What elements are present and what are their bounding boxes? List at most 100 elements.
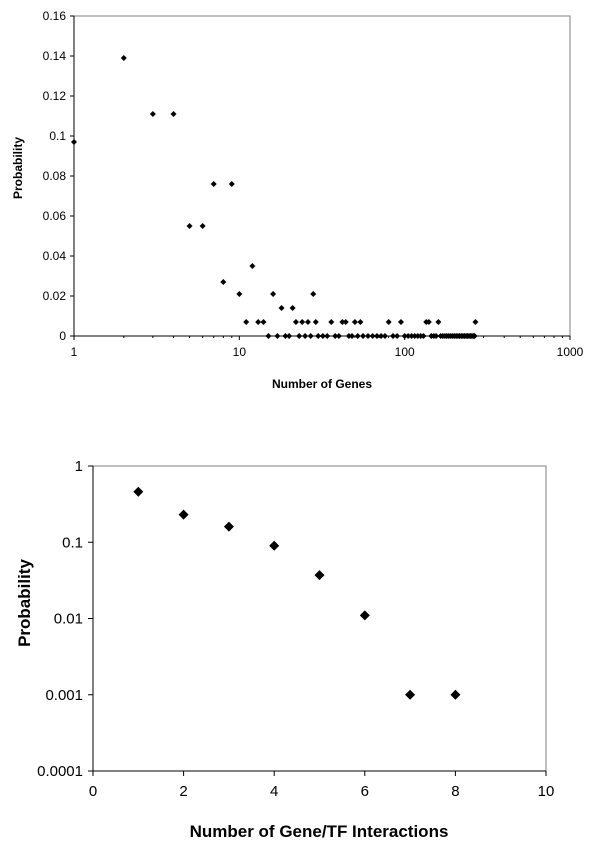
c1-data-point (339, 319, 346, 325)
c1-y-tick-label: 0.08 (43, 169, 67, 183)
c2-x-axis-label: Number of Gene/TF Interactions (190, 822, 449, 841)
c1-data-point (351, 319, 358, 325)
c1-data-point (373, 333, 380, 339)
c1-x-tick-label: 10 (233, 345, 247, 359)
c1-plot-frame (73, 15, 571, 337)
c1-data-point (328, 319, 335, 325)
c1-x-axis-label: Number of Genes (272, 377, 372, 391)
c1-x-tick-label: 1000 (557, 345, 584, 359)
c2-y-tick-label: 0.001 (45, 687, 83, 704)
c1-y-tick-label: 0.1 (49, 129, 66, 143)
c2-data-point (133, 486, 144, 497)
c1-data-point (312, 319, 319, 325)
c1-data-point (345, 333, 352, 339)
c1-data-point (342, 319, 349, 325)
c1-data-point (435, 319, 442, 325)
c2-data-point (359, 610, 370, 621)
c1-data-point (354, 333, 361, 339)
c1-data-point (260, 319, 267, 325)
c1-data-point (360, 333, 367, 339)
c1-data-point (364, 333, 371, 339)
c1-data-point (236, 291, 243, 297)
c2-x-tick-label: 2 (179, 783, 187, 800)
c2-data-point (405, 689, 416, 700)
c1-data-point (210, 181, 217, 187)
c1-data-point (357, 319, 364, 325)
c1-data-point (405, 333, 412, 339)
c1-data-point (265, 333, 272, 339)
c1-data-point (381, 333, 388, 339)
c2-x-tick-label: 10 (538, 783, 555, 800)
c1-y-axis-label: Probability (11, 137, 25, 199)
c1-data-point (302, 333, 309, 339)
c1-data-point (249, 263, 256, 269)
c2-y-tick-label: 0.0001 (37, 763, 83, 780)
c1-data-point (282, 333, 289, 339)
c1-data-point (408, 333, 415, 339)
c1-data-point (310, 291, 317, 297)
c1-data-point (186, 223, 193, 229)
c1-data-point (274, 333, 281, 339)
c1-data-point (397, 319, 404, 325)
c1-data-point (369, 333, 376, 339)
c1-data-point (292, 319, 299, 325)
c1-data-point (255, 319, 262, 325)
c2-y-axis-label: Probability (15, 559, 34, 647)
c1-data-point (278, 305, 285, 311)
c1-x-tick-label: 100 (395, 345, 415, 359)
c2-x-tick-label: 0 (89, 783, 97, 800)
c1-data-point (411, 333, 418, 339)
c1-data-point (401, 333, 408, 339)
c1-data-point (385, 319, 392, 325)
c1-data-point (319, 333, 326, 339)
c1-data-point (289, 305, 296, 311)
c1-data-point (315, 333, 322, 339)
c1-y-tick-label: 0.14 (43, 49, 67, 63)
c1-data-point (270, 291, 277, 297)
c1-data-point (324, 333, 331, 339)
c2-data-point (269, 540, 280, 551)
c2-x-tick-label: 6 (361, 783, 369, 800)
c1-data-point (378, 333, 385, 339)
c2-data-point (178, 509, 189, 520)
c1-data-point (296, 333, 303, 339)
c1-data-point (332, 333, 339, 339)
c1-data-point (348, 333, 355, 339)
c1-data-point (425, 319, 432, 325)
c2-data-point (314, 570, 325, 581)
c2-data-point (450, 689, 461, 700)
c1-x-tick-label: 1 (71, 345, 78, 359)
c1-data-point (472, 319, 479, 325)
c1-data-point (304, 319, 311, 325)
c2-y-tick-label: 1 (75, 458, 83, 475)
c1-data-point (389, 333, 396, 339)
c2-x-tick-label: 4 (270, 783, 278, 800)
c1-data-point (286, 333, 293, 339)
chart-top: 0 0.02 0.04 0.06 0.08 0.1 0.12 0.14 0.16 1 10 100 10… (11, 9, 584, 391)
c1-y-tick-label: 0.06 (43, 209, 67, 223)
c2-y-tick-label: 0.01 (54, 611, 83, 628)
c1-data-point (220, 279, 227, 285)
c1-data-point (307, 333, 314, 339)
c1-data-point (199, 223, 206, 229)
c1-data-point (120, 55, 127, 61)
c2-data-point (223, 521, 234, 532)
c1-data-point (243, 319, 250, 325)
c1-data-point (335, 333, 342, 339)
c1-data-point (394, 333, 401, 339)
c1-y-tick-label: 0.04 (43, 249, 67, 263)
c1-y-tick-label: 0.16 (43, 9, 67, 23)
c1-y-tick-label: 0.02 (43, 289, 67, 303)
c1-data-point (228, 181, 235, 187)
c1-data-point (299, 319, 306, 325)
c2-x-tick-label: 8 (451, 783, 459, 800)
c1-y-tick-label: 0 (59, 329, 66, 343)
c1-data-point (149, 111, 156, 117)
c1-data-point (71, 139, 77, 145)
c1-data-point (471, 333, 478, 339)
c2-y-tick-label: 0.1 (62, 534, 83, 551)
c1-data-point (170, 111, 177, 117)
c1-y-tick-label: 0.12 (43, 89, 67, 103)
c1-data-point (420, 333, 427, 339)
